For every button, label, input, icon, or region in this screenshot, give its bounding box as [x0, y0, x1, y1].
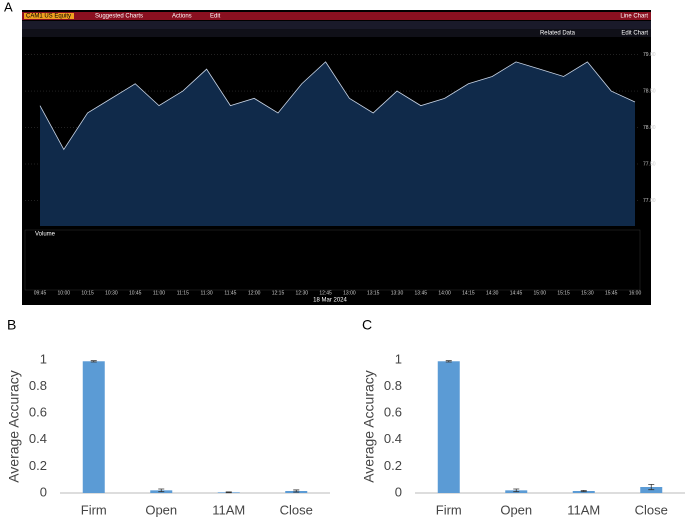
- x-tick-label: Firm: [436, 502, 462, 517]
- x-tick-label: 11AM: [567, 502, 600, 517]
- y-tick-label: 0.8: [29, 378, 47, 393]
- edit-chart[interactable]: Edit Chart: [621, 31, 648, 37]
- volume-label: Volume: [35, 232, 56, 238]
- x-tick-label: 16:00: [629, 290, 642, 296]
- error-bar: [158, 488, 165, 493]
- y-tick-label: 0: [40, 484, 47, 499]
- security[interactable]: CAM1 US Equity: [26, 14, 71, 20]
- bar: [82, 361, 105, 493]
- y-tick-label: 79.00: [643, 52, 656, 58]
- x-tick-label: Open: [145, 502, 177, 517]
- x-tick-label: 14:00: [438, 290, 451, 296]
- x-tick-label: 13:45: [415, 290, 428, 296]
- x-tick-label: 10:30: [105, 290, 118, 296]
- y-tick-label: 0.2: [29, 458, 47, 473]
- panel-label: C: [362, 317, 372, 333]
- error-bar: [225, 491, 232, 494]
- x-tick-label: 15:45: [605, 290, 618, 296]
- menu-item[interactable]: Edit: [210, 14, 221, 20]
- y-tick-label: 77.00: [643, 198, 656, 204]
- x-tick-label: 10:00: [58, 290, 71, 296]
- x-tick-label: 15:30: [581, 290, 594, 296]
- x-tick-label: 12:00: [248, 290, 261, 296]
- x-tick-label: Firm: [81, 502, 107, 517]
- y-tick-label: 78.50: [643, 88, 656, 94]
- volume-plot: [24, 229, 641, 291]
- x-tick-label: Close: [635, 502, 668, 517]
- x-tick-label: 15:00: [534, 290, 547, 296]
- y-tick-label: 0.2: [384, 458, 402, 473]
- y-tick-label: 77.50: [643, 161, 656, 167]
- y-tick-label: 0.4: [384, 431, 402, 446]
- x-tick-label: 13:00: [343, 290, 356, 296]
- security-field: [24, 13, 74, 19]
- y-tick-label: 0.8: [384, 378, 402, 393]
- title-bar: [22, 12, 651, 20]
- x-tick-label: 10:15: [81, 290, 94, 296]
- x-tick-label: 11:00: [153, 290, 165, 296]
- y-tick-label: 78.00: [643, 125, 656, 131]
- y-tick-label: 1: [40, 351, 47, 366]
- price-line: [39, 61, 636, 151]
- toolbar: [22, 29, 651, 37]
- menu-item[interactable]: Actions: [172, 14, 192, 20]
- x-tick-label: 12:30: [296, 290, 309, 296]
- x-tick-label: 10:45: [129, 290, 142, 296]
- x-tick-label: Open: [500, 502, 532, 517]
- error-bar: [293, 489, 300, 493]
- x-tick-label: 11AM: [212, 502, 245, 517]
- x-tick-label: 09:45: [34, 290, 47, 296]
- x-tick-label: 11:45: [224, 290, 236, 296]
- related-data[interactable]: Related Data: [540, 31, 576, 37]
- y-tick-label: 0.4: [29, 431, 47, 446]
- x-tick-label: 13:15: [367, 290, 380, 296]
- error-bar: [648, 483, 655, 491]
- x-tick-label: 11:15: [177, 290, 189, 296]
- y-axis-label: Average Accuracy: [361, 370, 377, 483]
- error-bar: [513, 488, 520, 493]
- x-tick-label: 11:30: [201, 290, 213, 296]
- x-tick-label: 14:30: [486, 290, 499, 296]
- x-tick-label: Close: [280, 502, 313, 517]
- y-tick-label: 0.6: [384, 405, 402, 420]
- y-tick-label: 0.6: [29, 405, 47, 420]
- menu-item[interactable]: Suggested Charts: [95, 14, 143, 20]
- x-tick-label: 15:15: [557, 290, 570, 296]
- x-tick-label: 12:15: [272, 290, 285, 296]
- price-area: [40, 61, 635, 226]
- y-axis-label: Average Accuracy: [6, 370, 22, 483]
- error-bar: [90, 360, 97, 363]
- y-tick-label: 0: [395, 484, 402, 499]
- panel-label: B: [7, 317, 16, 333]
- x-tick-label: 13:30: [391, 290, 404, 296]
- y-tick-label: 1: [395, 351, 402, 366]
- panel-label: A: [4, 0, 13, 14]
- x-tick-label: 14:15: [462, 290, 475, 296]
- x-tick-label: 14:45: [510, 290, 523, 296]
- view-name: Line Chart: [620, 14, 648, 20]
- x-tick-label: 12:45: [319, 290, 332, 296]
- date-label: 18 Mar 2024: [313, 298, 347, 304]
- bar: [437, 361, 460, 493]
- error-bar: [445, 360, 452, 363]
- error-bar: [580, 489, 587, 493]
- toolbar: [22, 21, 651, 29]
